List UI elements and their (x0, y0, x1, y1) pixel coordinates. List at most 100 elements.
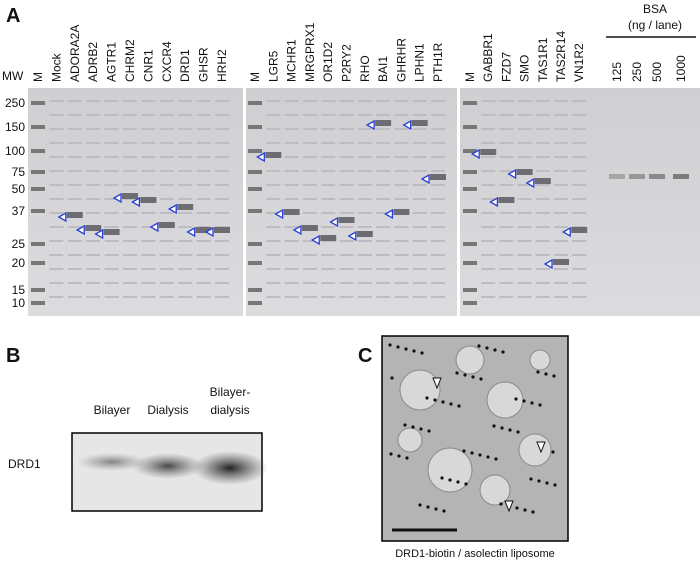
smear (196, 156, 211, 158)
smear (159, 170, 174, 172)
smear (266, 142, 281, 144)
smear (49, 282, 64, 284)
smear (499, 114, 514, 116)
smear (431, 282, 445, 284)
smear (49, 212, 64, 214)
smear (535, 114, 550, 116)
smear (376, 156, 391, 158)
smear (376, 240, 391, 242)
smear (141, 100, 156, 102)
smear (339, 198, 354, 200)
smear (215, 254, 229, 256)
gold-particle (449, 402, 453, 406)
vesicle (455, 345, 485, 375)
smear (49, 184, 64, 186)
lane-label: M (463, 72, 477, 82)
gold-particle (419, 427, 423, 431)
gold-particle (486, 455, 490, 459)
arrowhead (112, 192, 122, 204)
smear (394, 184, 409, 186)
marker-band (31, 242, 45, 246)
arrowhead (525, 177, 535, 189)
smear (86, 142, 101, 144)
smear (431, 212, 445, 214)
smear (499, 170, 514, 172)
smear (376, 114, 391, 116)
smear (86, 198, 101, 200)
smear (49, 296, 64, 298)
smear (357, 170, 372, 172)
protein-band (338, 217, 355, 223)
arrowhead (420, 173, 430, 185)
protein-band (430, 174, 446, 180)
smear (104, 296, 119, 298)
smear (572, 156, 587, 158)
smear (141, 240, 156, 242)
smear (517, 198, 532, 200)
smear (339, 254, 354, 256)
smear (284, 128, 299, 130)
smear (554, 268, 568, 270)
lane-label: GHSR (197, 47, 211, 82)
smear (284, 184, 299, 186)
gold-particle (545, 481, 549, 485)
smear (535, 282, 550, 284)
smear (412, 198, 427, 200)
bsa-band (609, 174, 625, 179)
smear (321, 128, 336, 130)
arrowhead (186, 226, 196, 238)
blot-band (77, 453, 147, 471)
smear (339, 114, 354, 116)
smear (141, 254, 156, 256)
smear (284, 282, 299, 284)
gold-particle (494, 457, 498, 461)
protein-band (85, 225, 102, 231)
lane-label: DRD1 (178, 49, 192, 82)
smear (123, 142, 137, 144)
smear (481, 114, 496, 116)
gold-particle (456, 480, 460, 484)
marker-band (463, 170, 477, 174)
arrowhead (329, 216, 339, 228)
panel-label: A (6, 5, 20, 27)
arrowhead (57, 211, 67, 223)
bsa-band (673, 174, 689, 179)
smear (104, 100, 119, 102)
smear (266, 100, 281, 102)
marker-band (248, 209, 262, 213)
smear (357, 254, 372, 256)
smear (159, 296, 174, 298)
protein-band (411, 120, 428, 126)
marker-band (463, 261, 477, 265)
gold-particle (426, 505, 430, 509)
bsa-band (649, 174, 665, 179)
smear (104, 198, 119, 200)
smear (104, 156, 119, 158)
smear (104, 226, 119, 228)
smear (67, 142, 82, 144)
smear (159, 198, 174, 200)
smear (339, 240, 354, 242)
smear (499, 156, 514, 158)
smear (49, 128, 64, 130)
gold-particle (433, 398, 437, 402)
smear (339, 170, 354, 172)
vesicle (529, 349, 551, 371)
smear (123, 268, 137, 270)
smear (86, 282, 101, 284)
smear (178, 282, 193, 284)
smear (376, 184, 391, 186)
smear (86, 296, 101, 298)
smear (554, 296, 568, 298)
gold-particle (441, 400, 445, 404)
smear (357, 240, 372, 242)
gold-particle (463, 373, 467, 377)
smear (215, 114, 229, 116)
lane-label: TAS1R1 (536, 37, 550, 82)
smear (284, 296, 299, 298)
smear (104, 212, 119, 214)
smear (159, 128, 174, 130)
arrowhead (75, 224, 85, 236)
smear (159, 184, 174, 186)
